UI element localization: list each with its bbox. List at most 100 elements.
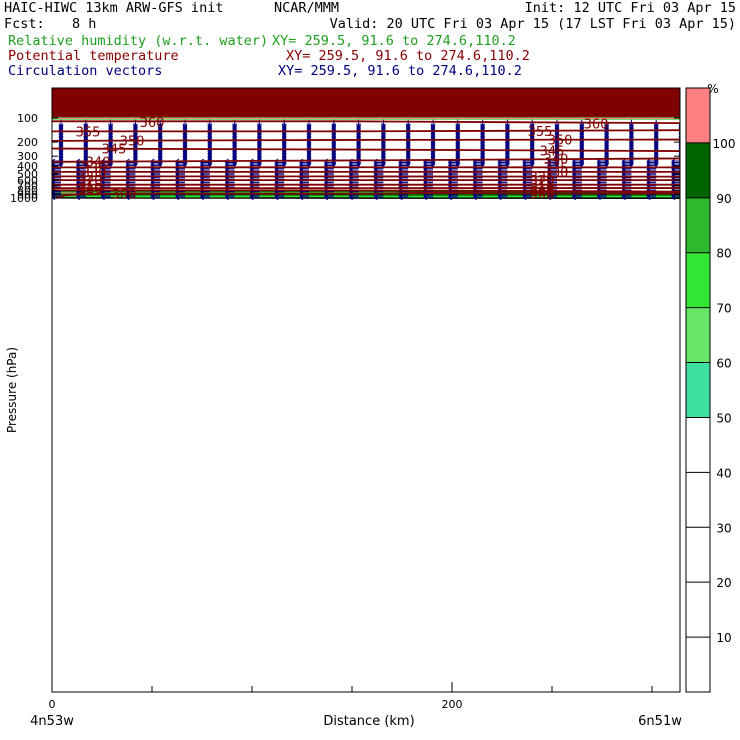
below-ground [52, 198, 680, 692]
y-tick-label: 1000 [10, 192, 38, 205]
theta-label-355: 355 [528, 125, 553, 140]
field-name-vectors: Circulation vectors [8, 63, 163, 79]
colorbar-tick-label: 40 [716, 466, 731, 480]
vector-head [100, 195, 105, 201]
y-axis-label: Pressure (hPa) [5, 347, 19, 433]
vector-head [423, 195, 428, 201]
field-xy-vectors: XY= 259.5, 91.6 to 274.6,110.2 [278, 63, 522, 79]
colorbar-tick-label: 50 [716, 411, 731, 425]
vector-head [125, 195, 130, 201]
vector-head [348, 195, 353, 201]
field-name-rh: Relative humidity (w.r.t. water) [8, 33, 269, 49]
vector-head [547, 195, 552, 201]
theta-label-340: 340 [544, 153, 569, 168]
theta-label-360: 360 [140, 116, 165, 131]
y-tick-label: 800 [17, 184, 38, 197]
init-time: Init: 12 UTC Fri 03 Apr 15 [524, 0, 736, 16]
colorbar-segment [686, 142, 710, 198]
field-xy-theta: XY= 259.5, 91.6 to 274.6,110.2 [286, 48, 530, 64]
x-tick-label: 0 [49, 698, 56, 711]
y-tick-label: 900 [17, 188, 38, 201]
vector-head [224, 195, 229, 201]
vector-head [249, 195, 254, 201]
left-end-label: 4n53w [30, 714, 74, 729]
theta-contour-355 [52, 129, 680, 133]
colorbar-tick-label: 100 [713, 137, 736, 151]
theta-label-325: 325 [530, 171, 555, 186]
field-name-theta: Potential temperature [8, 48, 179, 64]
theta-contour-350 [52, 138, 680, 142]
rh-top-green [52, 116, 680, 118]
theta-label-350: 350 [120, 134, 145, 149]
theta-label-300: 300 [530, 187, 555, 202]
colorbar-segment [686, 197, 710, 253]
theta-label-360: 360 [584, 117, 609, 132]
vector-head [671, 195, 676, 201]
vector-head [150, 195, 155, 201]
vector-head [646, 195, 651, 201]
colorbar-segment [686, 252, 710, 308]
vector-head [323, 195, 329, 201]
vector-head [621, 195, 626, 201]
theta-label-350: 350 [548, 134, 573, 149]
vector-head [447, 195, 453, 201]
field-xy-rh: XY= 259.5, 91.6 to 274.6,110.2 [272, 33, 516, 49]
rh-stripe [52, 191, 680, 194]
colorbar-tick-label: 20 [716, 576, 731, 590]
colorbar-segment [686, 88, 710, 143]
colorbar-unit: % [707, 82, 718, 96]
vector-head [596, 195, 601, 201]
y-tick-label: 700 [17, 180, 38, 193]
rh-top-light [52, 119, 680, 121]
colorbar-tick-label: 70 [716, 302, 731, 316]
colorbar-tick-label: 60 [716, 357, 731, 371]
y-tick-label: 200 [17, 136, 38, 149]
colorbar-segment [686, 362, 710, 418]
colorbar-frame [685, 87, 711, 693]
theta-label-345: 345 [102, 143, 127, 158]
valid-time: Valid: 20 UTC Fri 03 Apr 15 (17 LST Fri … [329, 16, 736, 32]
vector-head [522, 195, 527, 201]
forecast-hours: 8 h [72, 16, 97, 32]
relative-humidity-fill [52, 88, 680, 692]
theta-label-300: 300 [112, 188, 137, 203]
theta-contour-305 [52, 189, 680, 193]
y-tick-label: 100 [17, 112, 38, 125]
x-axis-label: Distance (km) [323, 714, 414, 729]
vector-head [175, 195, 180, 201]
vector-head [497, 195, 502, 201]
theta-label-315: 315 [530, 179, 555, 194]
x-tick-label: 200 [442, 698, 463, 711]
colorbar-tick-label: 10 [716, 631, 731, 645]
colorbar: 10 20 30 40 50 60 70 80 90 100 [685, 87, 736, 693]
org-label: NCAR/MMM [274, 0, 340, 16]
plot-frame [51, 87, 681, 693]
rh-top-pink [52, 117, 680, 120]
theta-contour-340 [52, 157, 680, 163]
vector-head [472, 195, 477, 201]
vector-head [373, 195, 378, 201]
rh-top-band [52, 88, 680, 117]
theta-label-355: 355 [76, 125, 101, 140]
vector-head [52, 195, 56, 201]
vector-head [199, 195, 205, 201]
theta-contour-300 [55, 191, 680, 199]
theta-label-345: 345 [540, 145, 565, 160]
vector-head [75, 195, 81, 201]
theta-contour-345 [52, 147, 680, 152]
y-tick-label: 400 [17, 160, 38, 173]
right-end-label: 6n51w [638, 714, 682, 729]
vector-head [571, 195, 577, 201]
colorbar-tick-label: 90 [716, 192, 731, 206]
forecast-label: Fcst: [4, 16, 45, 32]
theta-label-305: 305 [78, 184, 103, 199]
theta-label-325: 325 [78, 170, 103, 185]
y-tick-label: 300 [17, 150, 38, 163]
y-tick-label: 500 [17, 168, 38, 181]
model-title: HAIC-HIWC 13km ARW-GFS init [4, 0, 224, 16]
colorbar-segment [686, 307, 710, 363]
vector-head [299, 195, 304, 201]
